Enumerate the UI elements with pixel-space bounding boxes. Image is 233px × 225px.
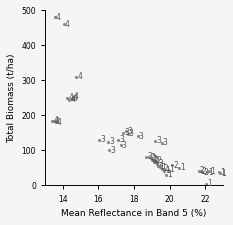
Text: 1: 1 bbox=[208, 168, 213, 177]
Text: 3: 3 bbox=[109, 137, 114, 146]
Text: 4: 4 bbox=[53, 116, 58, 125]
Text: 3: 3 bbox=[163, 138, 168, 147]
Text: 1: 1 bbox=[180, 164, 185, 173]
Text: 2: 2 bbox=[152, 154, 157, 163]
Text: 2: 2 bbox=[156, 156, 161, 165]
Text: 1: 1 bbox=[207, 179, 212, 188]
Text: 4: 4 bbox=[56, 13, 61, 22]
Text: 2: 2 bbox=[155, 157, 159, 166]
Text: 4: 4 bbox=[55, 117, 60, 126]
Text: 2: 2 bbox=[200, 166, 205, 175]
Text: 2: 2 bbox=[204, 168, 208, 177]
Text: 3: 3 bbox=[124, 128, 129, 137]
Text: 4: 4 bbox=[77, 72, 82, 81]
Text: 1: 1 bbox=[220, 168, 225, 177]
Text: 3: 3 bbox=[139, 132, 144, 141]
Text: 2: 2 bbox=[164, 164, 168, 173]
Text: 1: 1 bbox=[169, 165, 174, 174]
Text: 2: 2 bbox=[202, 167, 206, 176]
Text: 2: 2 bbox=[153, 155, 158, 164]
Text: 3: 3 bbox=[110, 146, 115, 155]
Text: 4: 4 bbox=[73, 94, 78, 103]
Y-axis label: Total Biomass (t/ha): Total Biomass (t/ha) bbox=[7, 53, 16, 143]
Text: 4: 4 bbox=[57, 118, 62, 127]
Text: 4: 4 bbox=[65, 20, 70, 29]
Text: 1: 1 bbox=[221, 169, 226, 178]
Text: 3: 3 bbox=[100, 135, 105, 144]
Text: 2: 2 bbox=[154, 156, 158, 165]
Text: 1: 1 bbox=[159, 162, 164, 171]
Text: 1: 1 bbox=[165, 166, 170, 175]
Text: 4: 4 bbox=[70, 95, 75, 104]
Text: 4: 4 bbox=[74, 92, 79, 101]
Text: 3: 3 bbox=[156, 136, 161, 145]
Text: 3: 3 bbox=[129, 129, 134, 138]
Text: 3: 3 bbox=[119, 135, 124, 144]
Text: 1: 1 bbox=[167, 171, 172, 180]
Text: 3: 3 bbox=[127, 127, 132, 136]
Text: 2: 2 bbox=[173, 161, 178, 170]
Text: 1: 1 bbox=[161, 163, 166, 172]
X-axis label: Mean Reflectance in Band 5 (%): Mean Reflectance in Band 5 (%) bbox=[61, 209, 207, 218]
Text: 3: 3 bbox=[122, 141, 127, 150]
Text: 1: 1 bbox=[210, 167, 215, 176]
Text: 3: 3 bbox=[147, 152, 152, 161]
Text: 2: 2 bbox=[150, 153, 155, 162]
Text: 2: 2 bbox=[158, 159, 163, 168]
Text: 4: 4 bbox=[69, 93, 73, 102]
